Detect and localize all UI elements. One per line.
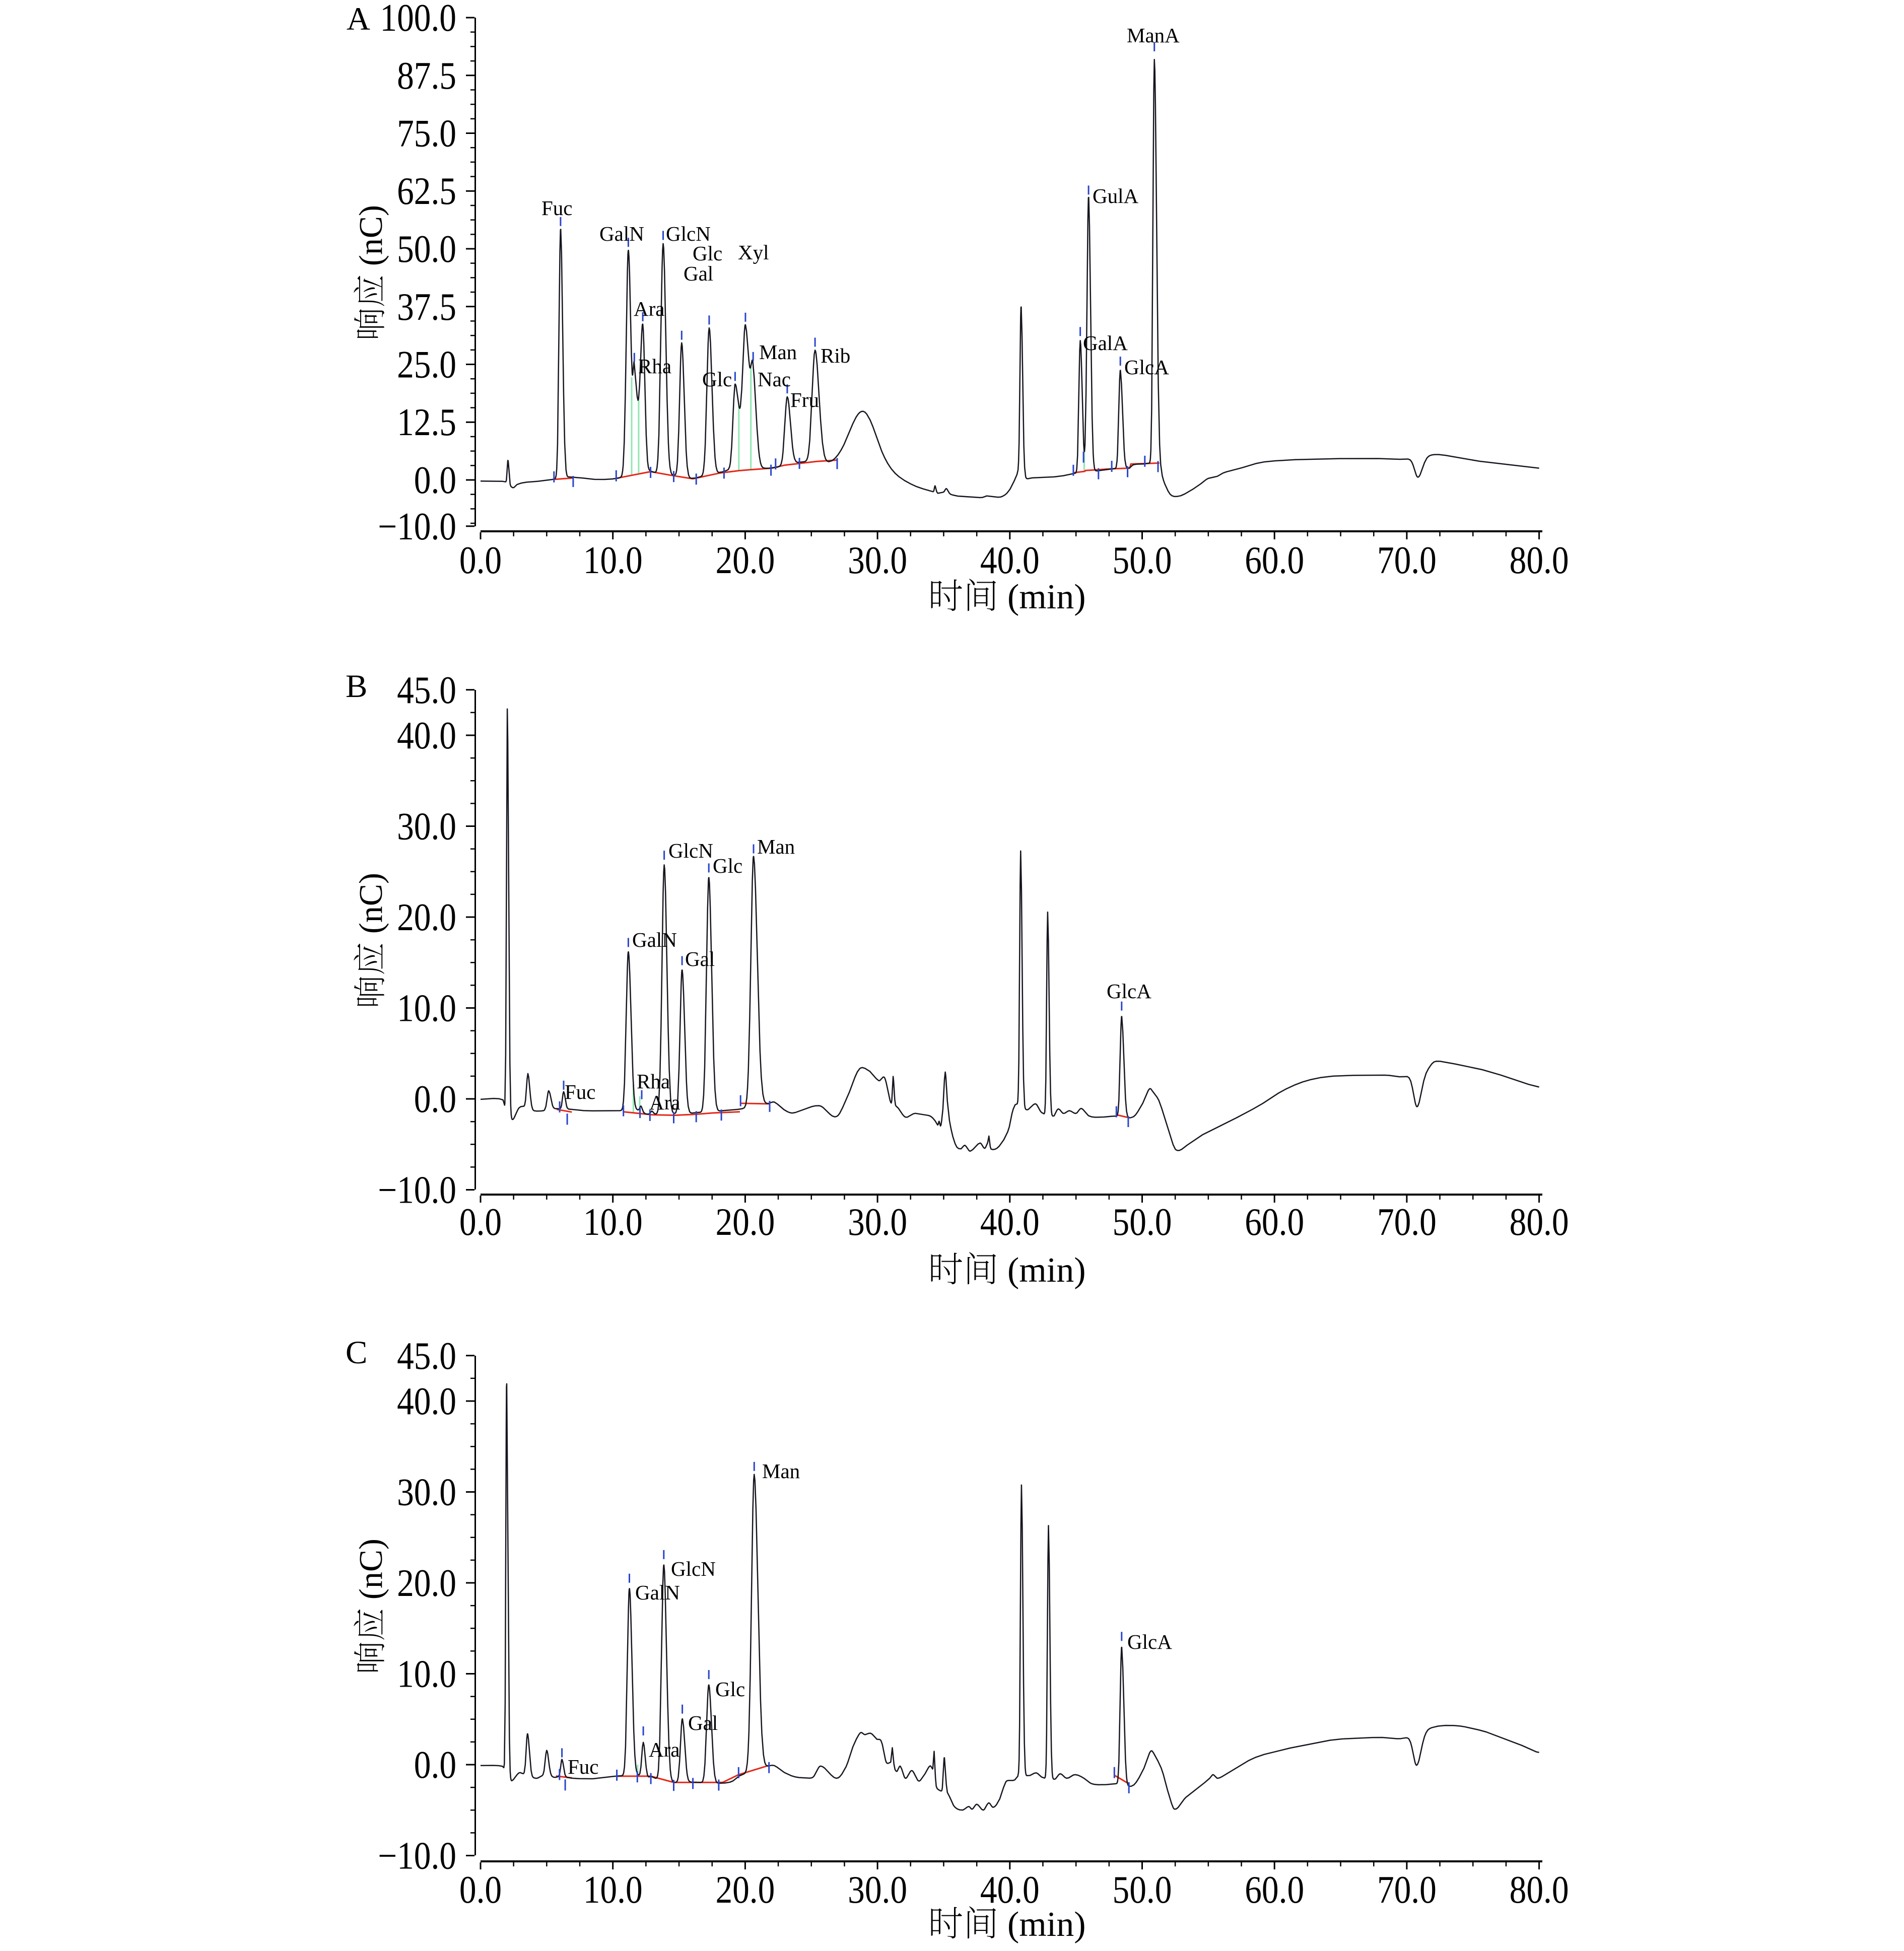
svg-text:Ara: Ara [634, 297, 664, 320]
svg-text:60.0: 60.0 [1245, 1200, 1304, 1243]
svg-text:10.0: 10.0 [583, 1200, 643, 1243]
svg-text:37.5: 37.5 [397, 285, 456, 328]
svg-text:Man: Man [759, 340, 797, 364]
svg-text:0.0: 0.0 [459, 1200, 502, 1243]
svg-text:87.5: 87.5 [397, 54, 456, 97]
svg-text:(min): (min) [1007, 1251, 1086, 1290]
svg-text:Gal: Gal [685, 947, 715, 970]
svg-text:40.0: 40.0 [397, 1379, 456, 1423]
svg-text:75.0: 75.0 [397, 112, 456, 155]
svg-text:10.0: 10.0 [583, 1868, 643, 1911]
svg-text:10.0: 10.0 [583, 538, 643, 582]
svg-text:0.0: 0.0 [459, 1868, 502, 1911]
svg-text:(nC): (nC) [353, 205, 389, 266]
svg-text:Rib: Rib [821, 344, 850, 367]
svg-text:GlcN: GlcN [666, 222, 711, 245]
svg-text:GalN: GalN [632, 928, 677, 951]
svg-text:70.0: 70.0 [1377, 538, 1437, 582]
svg-text:45.0: 45.0 [397, 1334, 456, 1377]
svg-text:B: B [346, 668, 367, 705]
svg-text:Glc: Glc [715, 1678, 745, 1701]
svg-text:(nC): (nC) [353, 873, 389, 934]
svg-text:Xyl: Xyl [738, 241, 769, 264]
svg-text:GlcA: GlcA [1107, 980, 1151, 1003]
svg-text:GalA: GalA [1083, 331, 1128, 355]
svg-text:Man: Man [757, 835, 795, 858]
svg-text:30.0: 30.0 [848, 1200, 907, 1243]
svg-text:Man: Man [762, 1459, 800, 1483]
svg-text:GulA: GulA [1093, 184, 1139, 207]
svg-text:20.0: 20.0 [715, 1200, 775, 1243]
svg-text:GlcN: GlcN [668, 839, 713, 862]
svg-text:(min): (min) [1007, 1905, 1086, 1944]
svg-text:40.0: 40.0 [980, 1868, 1040, 1911]
svg-text:25.0: 25.0 [397, 343, 456, 386]
svg-text:GlcA: GlcA [1127, 1630, 1172, 1653]
svg-text:Ara: Ara [649, 1738, 679, 1761]
svg-text:10.0: 10.0 [397, 1652, 456, 1696]
svg-text:100.0: 100.0 [380, 0, 456, 39]
svg-text:Ara: Ara [649, 1091, 680, 1114]
svg-text:50.0: 50.0 [397, 227, 456, 270]
svg-text:Nac: Nac [758, 368, 791, 391]
svg-text:40.0: 40.0 [980, 538, 1040, 582]
svg-text:70.0: 70.0 [1377, 1868, 1437, 1911]
svg-text:Fru: Fru [790, 388, 819, 411]
svg-text:80.0: 80.0 [1510, 538, 1569, 582]
svg-text:GlcN: GlcN [671, 1557, 716, 1580]
svg-text:30.0: 30.0 [848, 1868, 907, 1911]
svg-text:−10.0: −10.0 [378, 1168, 456, 1212]
svg-text:12.5: 12.5 [397, 400, 456, 444]
svg-text:Gal: Gal [684, 262, 713, 285]
svg-text:0.0: 0.0 [459, 538, 502, 582]
svg-text:GalN: GalN [599, 222, 644, 245]
svg-text:Gal: Gal [688, 1711, 718, 1734]
svg-text:Fuc: Fuc [568, 1755, 599, 1778]
svg-text:Rha: Rha [638, 355, 671, 378]
svg-text:Glc: Glc [713, 854, 742, 877]
svg-text:GalN: GalN [635, 1581, 680, 1604]
svg-text:30.0: 30.0 [848, 538, 907, 582]
svg-text:A: A [347, 1, 370, 37]
svg-text:80.0: 80.0 [1510, 1868, 1569, 1911]
svg-text:Fuc: Fuc [541, 196, 573, 220]
svg-text:Glc: Glc [702, 368, 732, 391]
svg-text:ManA: ManA [1127, 24, 1180, 47]
svg-text:0.0: 0.0 [414, 458, 456, 502]
svg-text:50.0: 50.0 [1113, 538, 1172, 582]
svg-text:45.0: 45.0 [397, 668, 456, 712]
svg-text:20.0: 20.0 [397, 895, 456, 939]
svg-text:40.0: 40.0 [980, 1200, 1040, 1243]
svg-text:60.0: 60.0 [1245, 1868, 1304, 1911]
svg-text:30.0: 30.0 [397, 1471, 456, 1514]
svg-text:0.0: 0.0 [414, 1077, 456, 1121]
svg-text:20.0: 20.0 [397, 1561, 456, 1605]
svg-text:62.5: 62.5 [397, 169, 456, 213]
svg-text:−10.0: −10.0 [378, 1834, 456, 1877]
svg-text:Fuc: Fuc [565, 1080, 596, 1103]
svg-text:20.0: 20.0 [715, 1868, 775, 1911]
svg-text:70.0: 70.0 [1377, 1200, 1437, 1243]
svg-text:GlcA: GlcA [1124, 356, 1169, 379]
svg-text:10.0: 10.0 [397, 987, 456, 1030]
svg-text:0.0: 0.0 [414, 1743, 456, 1786]
svg-text:30.0: 30.0 [397, 805, 456, 848]
svg-text:20.0: 20.0 [715, 538, 775, 582]
svg-text:50.0: 50.0 [1113, 1868, 1172, 1911]
svg-text:50.0: 50.0 [1113, 1200, 1172, 1243]
svg-text:(nC): (nC) [353, 1539, 389, 1599]
svg-text:(min): (min) [1007, 578, 1086, 616]
svg-text:80.0: 80.0 [1510, 1200, 1569, 1243]
svg-text:Rha: Rha [637, 1070, 670, 1093]
svg-text:C: C [346, 1335, 367, 1371]
svg-text:40.0: 40.0 [397, 714, 456, 757]
svg-text:Glc: Glc [693, 242, 722, 265]
svg-text:60.0: 60.0 [1245, 538, 1304, 582]
svg-text:−10.0: −10.0 [378, 505, 456, 548]
